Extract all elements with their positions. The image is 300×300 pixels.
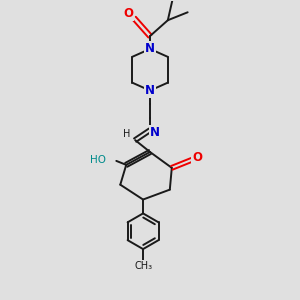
Text: O: O: [123, 7, 133, 20]
Text: N: N: [150, 126, 160, 139]
Text: O: O: [193, 152, 202, 164]
Text: HO: HO: [90, 155, 106, 165]
Text: H: H: [122, 129, 130, 139]
Text: N: N: [145, 42, 155, 56]
Text: N: N: [145, 84, 155, 97]
Text: CH₃: CH₃: [134, 261, 152, 271]
